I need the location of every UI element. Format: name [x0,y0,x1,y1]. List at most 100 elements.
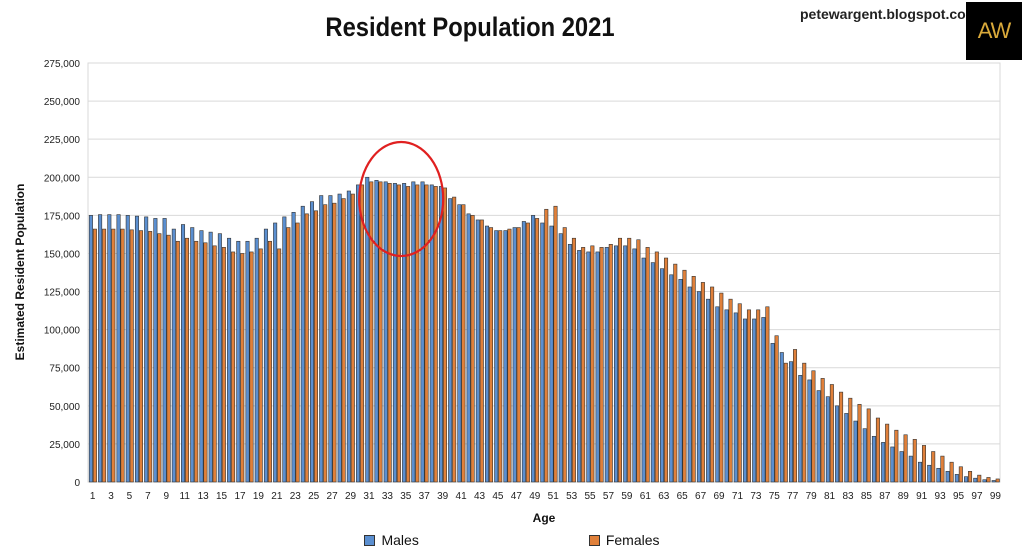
bar-males-age-30 [356,184,361,483]
bar-females-age-77 [793,349,798,483]
bar-males-age-56 [595,251,600,483]
bar-males-age-6 [134,215,139,483]
x-tick-label: 9 [164,491,170,502]
bar-males-age-22 [282,216,287,483]
bar-males-age-88 [890,446,895,483]
x-tick-label: 13 [198,491,210,502]
bar-males-age-93 [936,467,941,483]
bar-females-age-90 [912,439,917,483]
bar-females-age-17 [240,253,245,483]
bar-females-age-2 [102,228,107,483]
bar-females-age-26 [323,204,328,483]
legend: Males Females [0,532,1024,548]
bar-females-age-49 [535,218,540,483]
bar-males-age-32 [374,180,379,483]
bar-females-age-79 [811,370,816,483]
bar-females-age-80 [820,378,825,483]
x-tick-label: 15 [216,491,228,502]
bar-females-age-21 [277,248,282,483]
bar-females-age-74 [765,306,770,483]
bar-females-age-46 [507,228,512,483]
bar-males-age-15 [217,233,222,483]
bar-females-age-28 [341,198,346,483]
bar-males-age-41 [457,204,462,483]
bar-females-age-60 [636,239,641,483]
bar-males-age-2 [98,214,103,483]
legend-swatch-males [364,534,376,546]
bar-females-age-39 [442,187,447,483]
x-tick-label: 79 [806,491,818,502]
bar-males-age-43 [475,219,480,483]
bar-females-age-19 [258,248,263,483]
bar-females-age-34 [396,184,401,483]
bar-females-age-95 [958,466,963,483]
bar-females-age-15 [221,247,226,483]
bar-males-age-90 [908,455,913,483]
bar-males-age-77 [789,361,794,483]
bar-females-age-97 [977,474,982,483]
bar-females-age-40 [452,196,457,483]
bar-females-age-75 [774,335,779,483]
bar-females-age-99 [995,478,1000,483]
x-tick-label: 31 [363,491,375,502]
bar-males-age-97 [973,477,978,483]
bar-males-age-37 [420,181,425,483]
legend-label-females: Females [605,532,660,548]
bar-females-age-92 [931,451,936,483]
x-tick-label: 69 [713,491,725,502]
bar-males-age-86 [871,435,876,483]
bar-males-age-82 [835,405,840,483]
bar-males-age-33 [383,181,388,483]
bar-females-age-85 [866,408,871,483]
x-tick-label: 47 [511,491,523,502]
bar-males-age-5 [125,215,130,483]
y-tick-label: 150,000 [44,249,81,260]
bar-males-age-91 [917,461,922,483]
x-tick-label: 63 [658,491,670,502]
bar-males-age-40 [448,198,453,483]
bar-females-age-4 [120,228,125,483]
x-tick-label: 65 [677,491,689,502]
bar-females-age-44 [489,227,494,483]
bar-males-age-46 [503,230,508,483]
bar-males-age-51 [549,225,554,483]
bar-males-age-53 [567,244,572,483]
bar-males-age-17 [236,240,241,483]
x-tick-label: 85 [861,491,873,502]
x-tick-label: 11 [180,491,191,502]
bar-males-age-69 [715,306,720,483]
bar-males-age-31 [365,176,370,483]
x-tick-label: 55 [584,491,596,502]
bar-males-age-35 [402,183,407,483]
bar-females-age-61 [645,247,650,483]
bar-females-age-45 [498,230,503,483]
bar-males-age-54 [577,250,582,483]
bar-males-age-63 [660,268,665,483]
bar-females-age-33 [387,183,392,483]
bar-males-age-55 [586,251,591,483]
bar-males-age-76 [779,352,784,483]
legend-item-males: Males [364,532,419,548]
bar-females-age-23 [295,222,300,483]
bar-males-age-67 [696,291,701,483]
bar-males-age-45 [494,230,499,483]
bar-males-age-57 [604,247,609,483]
bar-males-age-78 [798,375,803,483]
bar-females-age-88 [894,429,899,483]
bar-females-age-94 [949,461,954,483]
bar-females-age-82 [839,391,844,483]
bar-males-age-66 [687,286,692,483]
bar-males-age-4 [116,214,121,483]
bar-females-age-96 [968,471,973,483]
y-tick-label: 275,000 [44,59,81,70]
bar-females-age-37 [424,184,429,483]
bar-males-age-3 [107,214,112,483]
x-tick-label: 97 [971,491,983,502]
bar-males-age-1 [88,215,93,483]
x-tick-label: 51 [548,491,560,502]
bar-females-age-1 [92,228,97,483]
y-tick-label: 125,000 [44,288,81,299]
bar-females-age-13 [203,242,208,483]
bar-females-age-73 [756,309,761,483]
bar-females-age-11 [185,237,190,483]
